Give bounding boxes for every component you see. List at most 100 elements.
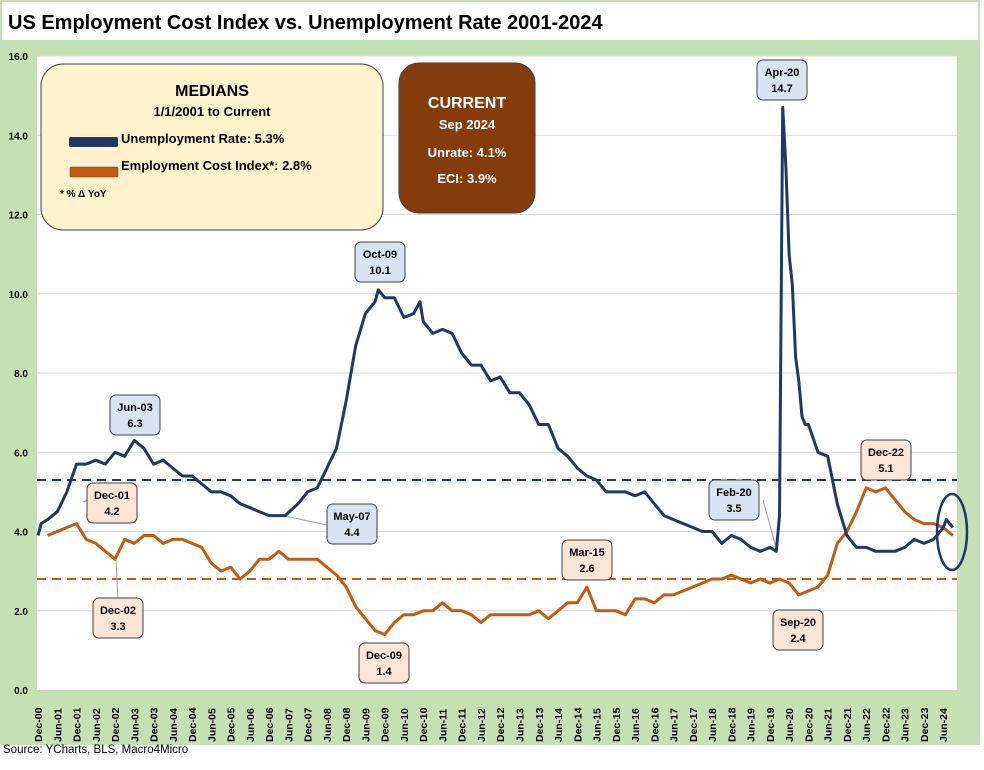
y-tick-label: 12.0 [9, 211, 29, 222]
callout-date: Mar-15 [569, 547, 604, 559]
x-tick-label: Jun-09 [360, 708, 372, 742]
current-title: CURRENT [428, 95, 506, 112]
x-tick-label: Dec-03 [149, 707, 161, 742]
callout-may07: May-07 4.4 [326, 503, 378, 545]
x-tick-label: Jun-15 [592, 708, 604, 742]
y-tick-label: 0.0 [14, 686, 28, 697]
callout-date: Dec-02 [100, 605, 136, 617]
x-tick-label: Jun-12 [476, 708, 488, 742]
callout-date: Oct-09 [363, 249, 397, 261]
callout-value: 4.4 [344, 527, 360, 539]
x-tick-label: Jun-23 [900, 708, 912, 742]
callout-date: Dec-22 [868, 447, 904, 459]
callout-sep20: Sep-20 2.4 [772, 609, 824, 651]
callout-date: May-07 [333, 511, 370, 523]
current-eci: ECI: 3.9% [437, 171, 497, 186]
eci-legend-label: Employment Cost Index*: 2.8% [121, 158, 312, 173]
x-tick-label: Dec-08 [341, 707, 353, 742]
current-highlight-ellipse [935, 492, 969, 572]
x-tick-label: Dec-14 [572, 707, 584, 742]
x-tick-label: Jun-19 [746, 708, 758, 742]
callout-value: 3.3 [110, 621, 125, 633]
callout-value: 5.1 [878, 463, 893, 475]
callout-value: 2.6 [579, 563, 594, 575]
callout-value: 2.4 [790, 633, 806, 645]
medians-title: MEDIANS [175, 83, 249, 100]
y-tick-label: 8.0 [14, 369, 28, 380]
current-date: Sep 2024 [439, 117, 496, 132]
x-tick-label: Jun-11 [437, 709, 449, 742]
x-tick-label: Dec-13 [534, 707, 546, 742]
x-tick-label: Dec-15 [611, 707, 623, 742]
unrate-legend-label: Unemployment Rate: 5.3% [121, 131, 285, 146]
callout-apr20: Apr-20 14.7 [756, 59, 808, 101]
callout-value: 4.2 [104, 506, 119, 518]
eci-legend-swatch [69, 166, 119, 178]
x-tick-label: Dec-06 [264, 707, 276, 742]
x-tick-label: Dec-21 [842, 707, 854, 742]
callout-date: Feb-20 [716, 487, 751, 499]
x-tick-label: Dec-00 [33, 707, 45, 742]
x-tick-label: Dec-04 [187, 707, 199, 742]
x-tick-label: Jun-10 [399, 708, 411, 742]
medians-subtitle: 1/1/2001 to Current [153, 104, 271, 119]
callout-value: 10.1 [369, 265, 390, 277]
callout-dec02: Dec-02 3.3 [92, 597, 144, 639]
medians-footnote: * % Δ YoY [60, 189, 107, 200]
x-tick-label: Jun-16 [630, 708, 642, 742]
callout-leaders [82, 499, 778, 602]
x-axis: Dec-00 Jun-01 Dec-01 Jun-02 Dec-02 Jun-03 Dec-… [33, 707, 950, 742]
x-tick-label: Jun-13 [515, 708, 527, 742]
callout-value: 14.7 [771, 83, 792, 95]
x-tick-label: Dec-17 [688, 707, 700, 742]
x-tick-label: Jun-17 [669, 708, 681, 742]
callout-date: Dec-09 [366, 650, 402, 662]
x-tick-label: Jun-24 [938, 708, 950, 742]
x-tick-label: Jun-01 [52, 708, 64, 742]
callout-date: Dec-01 [94, 490, 130, 502]
x-tick-label: Jun-03 [129, 708, 141, 742]
callout-value: 3.5 [726, 503, 741, 515]
callout-dec09: Dec-09 1.4 [358, 642, 410, 684]
callout-dec01: Dec-01 4.2 [86, 482, 138, 524]
source-note: Source: YCharts, BLS, Macro4Micro [3, 744, 189, 756]
x-tick-label: Dec-11 [457, 708, 469, 742]
x-tick-label: Jun-21 [823, 708, 835, 742]
x-tick-label: Jun-08 [322, 708, 334, 742]
x-tick-label: Dec-01 [72, 707, 84, 742]
chart-title: US Employment Cost Index vs. Unemploymen… [8, 12, 603, 34]
x-tick-label: Dec-23 [919, 707, 931, 742]
x-tick-label: Dec-22 [880, 707, 892, 742]
y-tick-label: 4.0 [14, 528, 28, 539]
x-tick-label: Jun-05 [206, 708, 218, 742]
x-tick-label: Jun-20 [784, 708, 796, 742]
current-unrate: Unrate: 4.1% [428, 145, 507, 160]
medians-box: MEDIANS 1/1/2001 to Current Unemployment… [40, 63, 384, 231]
callout-mar15: Mar-15 2.6 [561, 539, 613, 581]
callout-dec22: Dec-22 5.1 [860, 439, 912, 481]
unrate-legend-swatch [69, 137, 118, 147]
x-tick-label: Dec-12 [495, 707, 507, 742]
x-tick-label: Jun-06 [245, 708, 257, 742]
x-tick-label: Jun-04 [168, 708, 180, 742]
callout-value: 6.3 [127, 418, 142, 430]
callout-date: Sep-20 [780, 617, 816, 629]
y-tick-label: 2.0 [14, 607, 28, 618]
unrate-series-line [36, 106, 955, 553]
x-tick-label: Jun-02 [91, 708, 103, 742]
x-tick-label: Dec-18 [726, 707, 738, 742]
x-tick-label: Dec-19 [765, 707, 777, 742]
y-tick-label: 16.0 [9, 52, 29, 63]
eci-series-line [47, 486, 954, 636]
current-box: CURRENT Sep 2024 Unrate: 4.1% ECI: 3.9% [398, 62, 536, 214]
y-tick-label: 6.0 [14, 448, 28, 459]
x-tick-label: Dec-10 [418, 707, 430, 742]
callout-feb20: Feb-20 3.5 [708, 479, 760, 521]
y-tick-label: 14.0 [9, 131, 29, 142]
x-tick-label: Dec-09 [380, 707, 392, 742]
callout-jun03: Jun-03 6.3 [109, 394, 161, 436]
y-tick-label: 10.0 [9, 290, 29, 301]
x-tick-label: Dec-07 [303, 707, 315, 742]
x-tick-label: Dec-02 [110, 707, 122, 742]
